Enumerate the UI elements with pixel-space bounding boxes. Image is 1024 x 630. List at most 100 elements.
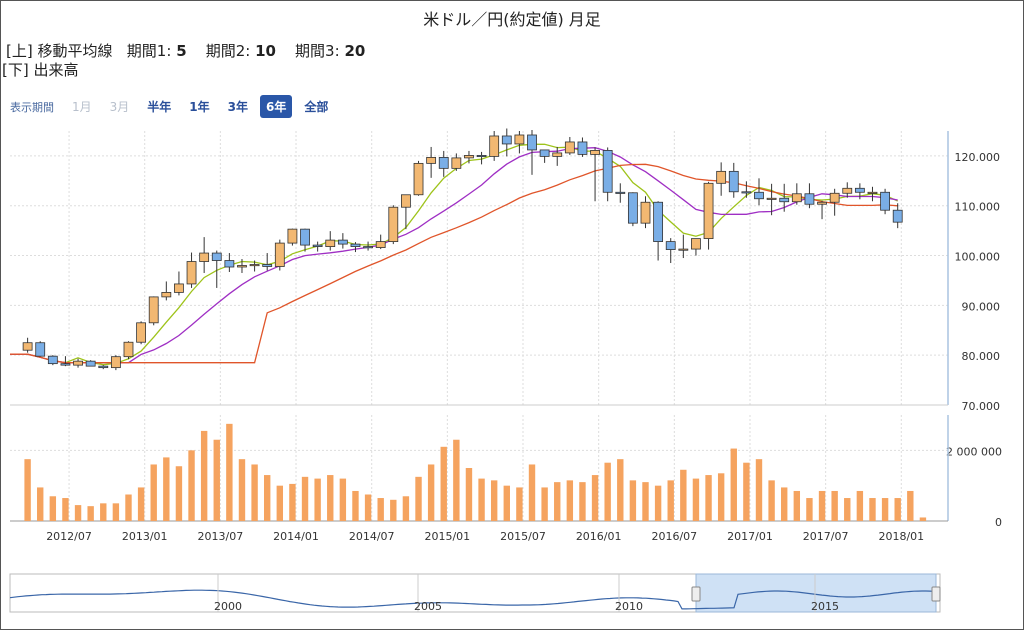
volume-bar (87, 506, 94, 521)
x-tick-label: 2017/07 (803, 530, 849, 543)
volume-bar (856, 490, 864, 521)
volume-bar (327, 475, 334, 521)
x-tick-label: 2015/01 (424, 530, 470, 543)
candles (22, 128, 903, 371)
candle-body (829, 192, 840, 203)
candle-body (186, 261, 197, 285)
candle-body (804, 193, 815, 205)
volume-bar (453, 439, 460, 521)
volume-bar (591, 475, 599, 521)
period-3m-button[interactable]: 3月 (109, 100, 130, 114)
ma2-label: 期間2: (205, 42, 251, 60)
navigator: 2000 2005 2010 2015 (9, 573, 941, 613)
candle-body (224, 260, 235, 268)
candle-body (211, 252, 222, 261)
candle-body (892, 209, 903, 223)
candle-body (880, 191, 890, 211)
candle-body (754, 191, 764, 200)
period-1y-button[interactable]: 1年 (189, 100, 210, 114)
volume-bar (200, 430, 208, 521)
candle-body (640, 201, 651, 224)
period-6m-button[interactable]: 半年 (147, 100, 172, 114)
candle-body (741, 191, 752, 194)
volume-bar (755, 459, 763, 521)
candle-body (337, 239, 348, 245)
volume-bar (692, 478, 700, 521)
candle-body (363, 246, 373, 249)
candle-body (854, 187, 865, 193)
volume-bar (793, 490, 801, 521)
candle-body (451, 157, 462, 169)
volume-bar (869, 498, 876, 521)
candle-body (98, 365, 109, 369)
ma2-value: 10 (255, 42, 276, 60)
candle-body (615, 191, 626, 194)
navigator-handle-right[interactable] (931, 586, 941, 602)
volume-bar (150, 464, 157, 521)
volume-bar (377, 498, 384, 521)
volume-bar (667, 480, 674, 521)
volume-bar (831, 490, 838, 521)
volume-bar (62, 498, 69, 521)
ma1-value: 5 (176, 42, 187, 60)
volume-bar (680, 469, 687, 521)
volume-bar (112, 503, 120, 521)
grid-lines: 2012/07 2013/01 2013/07 2014/01 2014/07 2015/… (10, 131, 1002, 543)
candle-body (237, 265, 247, 268)
period-1m-button[interactable]: 1月 (72, 100, 92, 114)
volume-bar (37, 487, 44, 521)
x-tick-label: 2016/01 (576, 530, 622, 543)
navigator-handle-left[interactable] (691, 586, 701, 602)
candle-body (174, 283, 184, 293)
y-tick-label: 80.000 (962, 350, 1001, 363)
x-tick-label: 2016/07 (651, 530, 697, 543)
candle-body (564, 141, 575, 154)
candle-body (350, 243, 361, 247)
candle-body (501, 135, 512, 145)
ma-line-3 (10, 163, 898, 364)
volume-bar (188, 450, 195, 521)
candle-body (249, 264, 260, 267)
volume-bar (705, 475, 712, 521)
volume-bar (490, 480, 498, 521)
candle-body (60, 363, 71, 366)
candle-body (678, 248, 689, 251)
navigator-tick-label: 2000 (214, 600, 242, 613)
volume-bar (566, 480, 574, 521)
volume-bar (516, 487, 523, 521)
candle-body (527, 134, 537, 151)
candle-body (552, 152, 563, 157)
candle-body (464, 155, 474, 159)
volume-bar (137, 487, 145, 521)
volume-bar (629, 480, 637, 521)
volume-bar (427, 464, 435, 521)
candle-body (791, 193, 802, 203)
period-all-button[interactable]: 全部 (304, 100, 329, 114)
candle-body (728, 170, 739, 193)
candle-body (779, 197, 790, 203)
candle-body (766, 197, 777, 200)
x-tick-label: 2015/07 (500, 530, 546, 543)
candle-body (401, 194, 411, 208)
navigator-tick-label: 2005 (414, 600, 442, 613)
volume-bar (465, 468, 473, 521)
ma-line-2 (10, 147, 898, 364)
navigator-line (9, 589, 939, 610)
volume-bar (339, 478, 347, 521)
volume-bar (503, 485, 510, 521)
volume-bar (579, 482, 586, 521)
candle-body (47, 355, 58, 365)
y-tick-label: 100.000 (955, 251, 1001, 264)
volume-bar (238, 459, 246, 521)
candle-body (123, 341, 134, 358)
candle-body (388, 206, 399, 242)
period-3y-button[interactable]: 3年 (227, 100, 249, 114)
volume-bar (100, 503, 107, 521)
navigator-tick-label: 2015 (811, 600, 839, 613)
candle-body (287, 228, 298, 244)
volume-bar (717, 473, 725, 521)
candle-body (85, 360, 96, 367)
period-6y-button[interactable]: 6年 (260, 95, 293, 118)
volume-bar (844, 498, 851, 521)
